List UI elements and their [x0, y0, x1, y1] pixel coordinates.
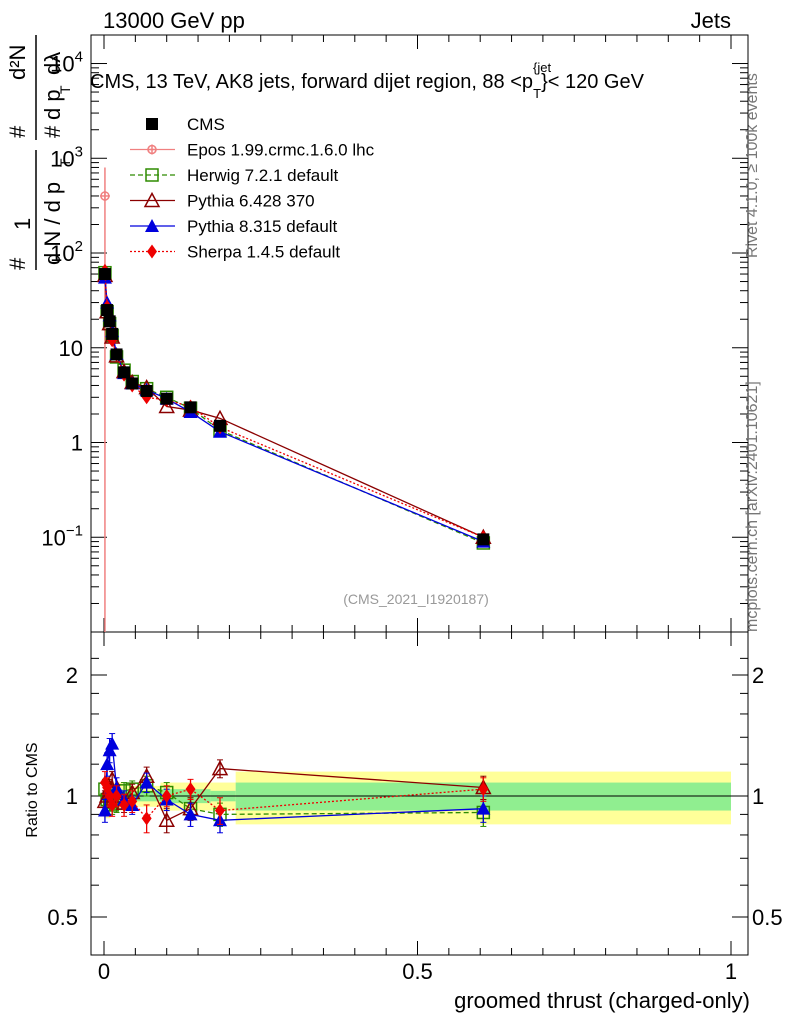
y-tick-label: 10 — [59, 336, 83, 361]
y-ticks-ratio: 0.5 0.5 1 1 2 2 — [47, 657, 783, 930]
sherpa-ratio-point — [127, 794, 138, 809]
y-axis-label-ratio: Ratio to CMS — [24, 742, 41, 837]
sherpa-ratio-point — [111, 789, 122, 803]
pythia8-ratio-point — [102, 743, 117, 757]
ylabel-hash-2: # — [5, 125, 30, 138]
pythia8-ratio-point — [476, 801, 491, 815]
legend: CMS Epos 1.99.crmc.1.6.0 lhc Herwig 7.2.1 … — [130, 115, 375, 262]
legend-label-herwig: Herwig 7.2.1 default — [187, 166, 338, 185]
pythia6-point — [158, 397, 175, 414]
pythia6-line — [104, 275, 484, 538]
cms-point — [184, 401, 197, 414]
category-label: Jets — [691, 8, 731, 33]
ylabel-d2N: d²N — [5, 45, 30, 80]
cms-point — [160, 392, 173, 405]
cms-point — [110, 348, 123, 361]
epos-point — [99, 190, 110, 201]
ylabel-dN: d N / d p — [40, 182, 65, 265]
legend-label-cms: CMS — [187, 115, 225, 134]
ratio-tick-label-left: 0.5 — [47, 905, 78, 930]
ratio-tick-label-right: 1 — [752, 784, 764, 809]
rivet-label: Rivet 4.1.0, ≥ 100k events — [744, 73, 761, 258]
energy-label: 13000 GeV pp — [103, 8, 245, 33]
cms-point — [106, 327, 119, 340]
series-epos — [99, 167, 110, 632]
x-tick-label: 0 — [98, 959, 110, 984]
x-ticks: 0 0.5 1 — [98, 35, 737, 984]
legend-marker-herwig — [145, 168, 159, 182]
chart-title: CMS, 13 TeV, AK8 jets, forward dijet reg… — [90, 60, 645, 101]
y-ticks-top: 10−1 1 10 102 103 104 — [41, 34, 748, 633]
cms-point — [101, 304, 114, 317]
cms-point — [140, 384, 153, 397]
x-tick-label: 1 — [725, 959, 737, 984]
legend-label-pythia6: Pythia 6.428 370 — [187, 192, 315, 211]
mcplots-label: mcplots.cern.ch [arXiv:2401.10621] — [744, 381, 761, 632]
ylabel-dl: dλ — [40, 52, 65, 75]
y-tick-label: 103 — [50, 143, 83, 171]
series-cms — [98, 268, 490, 546]
y-tick-label: 104 — [50, 49, 83, 77]
pythia8-ratio-point — [100, 757, 115, 771]
ylabel-hash-3: # — [40, 125, 65, 138]
ylabel-hash-1: # — [5, 257, 30, 270]
cms-point — [103, 315, 116, 328]
pythia6-ratio-point — [158, 811, 175, 828]
legend-marker-cms — [146, 118, 158, 130]
sherpa-ratio-point — [119, 797, 130, 812]
series-pythia6 — [96, 266, 492, 545]
pythia8-ratio-point — [183, 807, 198, 821]
y-tick-label: 1 — [71, 431, 83, 456]
x-tick-label: 0.5 — [402, 959, 433, 984]
y-tick-label: 102 — [50, 238, 83, 266]
ratio-tick-label-left: 1 — [66, 784, 78, 809]
ratio-tick-label-left: 2 — [66, 663, 78, 688]
legend-label-pythia8: Pythia 8.315 default — [187, 217, 338, 236]
series-pythia8 — [97, 270, 491, 548]
ylabel-T2: T — [57, 85, 73, 94]
pythia8-ratio-point — [139, 775, 154, 789]
legend-marker-epos — [147, 144, 157, 155]
pythia6-ratio-point — [211, 760, 229, 776]
cms-point — [213, 419, 226, 432]
series-sherpa — [99, 263, 489, 545]
pythia8-ratio-point — [97, 803, 112, 817]
ratio-tick-label-right: 2 — [752, 663, 764, 688]
ylabel-T: T — [57, 158, 73, 167]
sherpa-ratio-point — [478, 782, 489, 797]
sherpa-ratio-point — [185, 782, 196, 797]
ratio-tick-label-right: 0.5 — [752, 905, 783, 930]
ylabel-dp: d p — [40, 89, 65, 120]
ratio-series-sherpa — [99, 771, 489, 834]
legend-label-sherpa: Sherpa 1.4.5 default — [187, 243, 340, 262]
cms-point — [118, 366, 131, 379]
cms-point — [477, 533, 490, 546]
sherpa-ratio-point — [161, 789, 172, 803]
sherpa-ratio-point — [141, 811, 152, 826]
sherpa-ratio-point — [107, 797, 118, 812]
y-tick-label: 10−1 — [41, 522, 83, 550]
pythia8-ratio-point — [105, 736, 120, 750]
cms-point — [98, 268, 111, 281]
legend-marker-sherpa — [147, 244, 157, 259]
cms-point — [126, 377, 139, 390]
ylabel-one: 1 — [10, 218, 35, 230]
legend-label-epos: Epos 1.99.crmc.1.6.0 lhc — [187, 141, 375, 160]
analysis-id: (CMS_2021_I1920187) — [343, 591, 489, 607]
ratio-frame — [90, 631, 749, 956]
legend-marker-pythia6 — [143, 191, 161, 208]
x-axis-label: groomed thrust (charged-only) — [454, 988, 750, 1013]
series-herwig — [98, 265, 491, 550]
legend-marker-pythia8 — [145, 219, 159, 232]
sherpa-ratio-point — [214, 803, 225, 818]
